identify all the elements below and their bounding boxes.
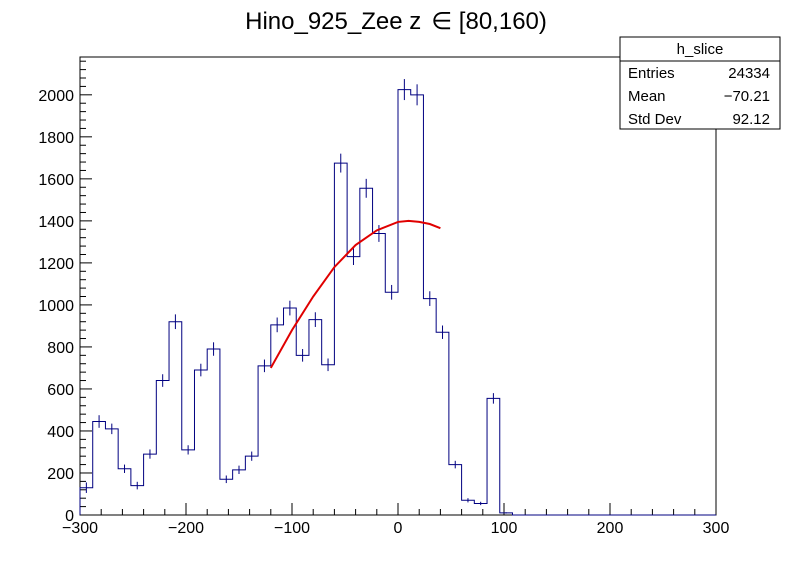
- histogram-series: [79, 79, 716, 516]
- stats-box-frame: [619, 36, 781, 130]
- x-tick-label: 100: [491, 520, 518, 537]
- x-tick-label: 300: [703, 520, 730, 537]
- fit-curve: [269, 219, 441, 369]
- fit-series: [269, 219, 441, 369]
- y-tick-label: 400: [47, 424, 74, 441]
- x-tick-label: −200: [168, 520, 204, 537]
- chart-title-main: Hino_925_Zee z: [245, 8, 421, 35]
- stats-stddev-label: Std Dev: [628, 111, 682, 128]
- y-tick-label: 1200: [38, 256, 74, 273]
- stats-box: h_slice Entries 24334 Mean −70.21 Std De…: [619, 36, 781, 130]
- stats-mean-value: −70.21: [724, 88, 770, 105]
- histogram-outline: [79, 89, 716, 516]
- y-axis: 0 200 400 600 800 1000 1200 1400 1600 1800 2000: [38, 60, 92, 525]
- x-tick-label: −300: [62, 520, 98, 537]
- stats-entries-value: 24334: [728, 65, 770, 82]
- x-axis: −300 −200 −100 0 100 200 300: [62, 503, 729, 537]
- y-tick-label: 600: [47, 382, 74, 399]
- stats-stddev-value: 92.12: [732, 111, 770, 128]
- y-tick-label: 0: [65, 508, 74, 525]
- y-tick-label: 2000: [38, 88, 74, 105]
- y-tick-label: 1800: [38, 130, 74, 147]
- y-tick-label: 1000: [38, 298, 74, 315]
- stats-entries-label: Entries: [628, 65, 675, 82]
- y-tick-label: 200: [47, 466, 74, 483]
- stats-mean-label: Mean: [628, 88, 666, 105]
- x-tick-label: 200: [597, 520, 624, 537]
- x-tick-label: 0: [394, 520, 403, 537]
- y-tick-label: 1600: [38, 172, 74, 189]
- x-tick-label: −100: [274, 520, 310, 537]
- y-tick-label: 1400: [38, 214, 74, 231]
- chart-title-range: ∈ [80,160): [431, 8, 547, 35]
- stats-box-title: h_slice: [677, 41, 724, 58]
- chart-title: Hino_925_Zee z ∈ [80,160): [245, 8, 547, 35]
- y-tick-label: 800: [47, 340, 74, 357]
